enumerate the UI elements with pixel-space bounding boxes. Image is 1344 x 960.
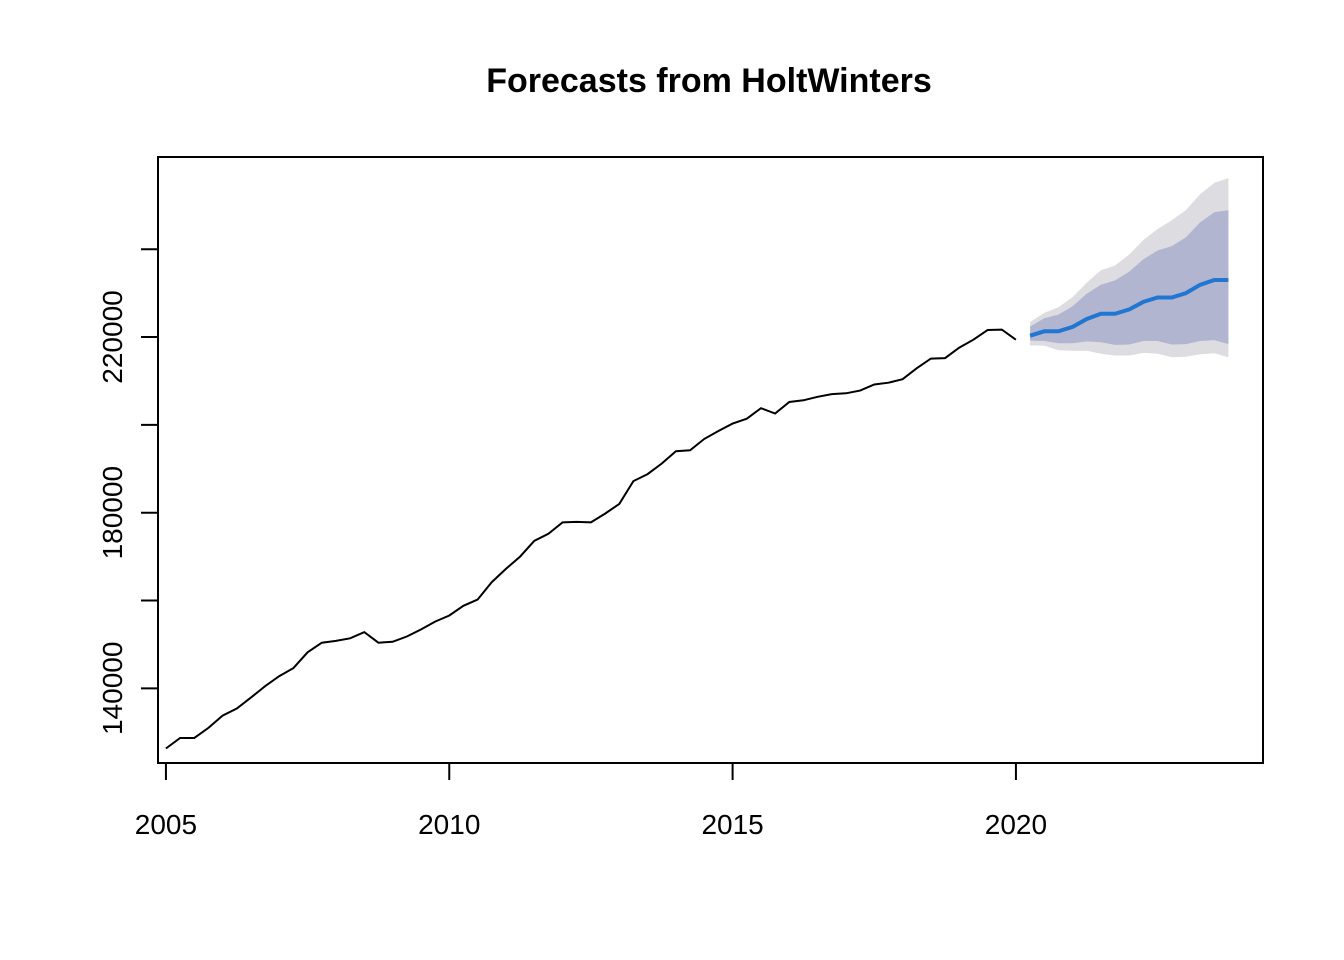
- x-tick-label: 2015: [701, 809, 763, 840]
- x-tick-label: 2010: [418, 809, 480, 840]
- plot-frame: [157, 156, 1264, 764]
- y-tick-label: 140000: [97, 642, 128, 735]
- x-tick-label: 2005: [135, 809, 197, 840]
- series-lines: [165, 278, 1229, 750]
- x-axis: 2005 2010 2015 2020: [135, 762, 1047, 840]
- y-axis: 140000 180000 220000: [97, 248, 159, 735]
- x-tick-label: 2020: [985, 809, 1047, 840]
- prediction-intervals: [1030, 178, 1229, 358]
- chart-title: Forecasts from HoltWinters: [486, 62, 932, 100]
- y-tick-label: 220000: [97, 290, 128, 383]
- interval-80-band: [1030, 210, 1229, 345]
- y-tick-label: 180000: [97, 466, 128, 559]
- observed-series-line: [165, 328, 1017, 750]
- forecast-mean-line: [1029, 278, 1229, 338]
